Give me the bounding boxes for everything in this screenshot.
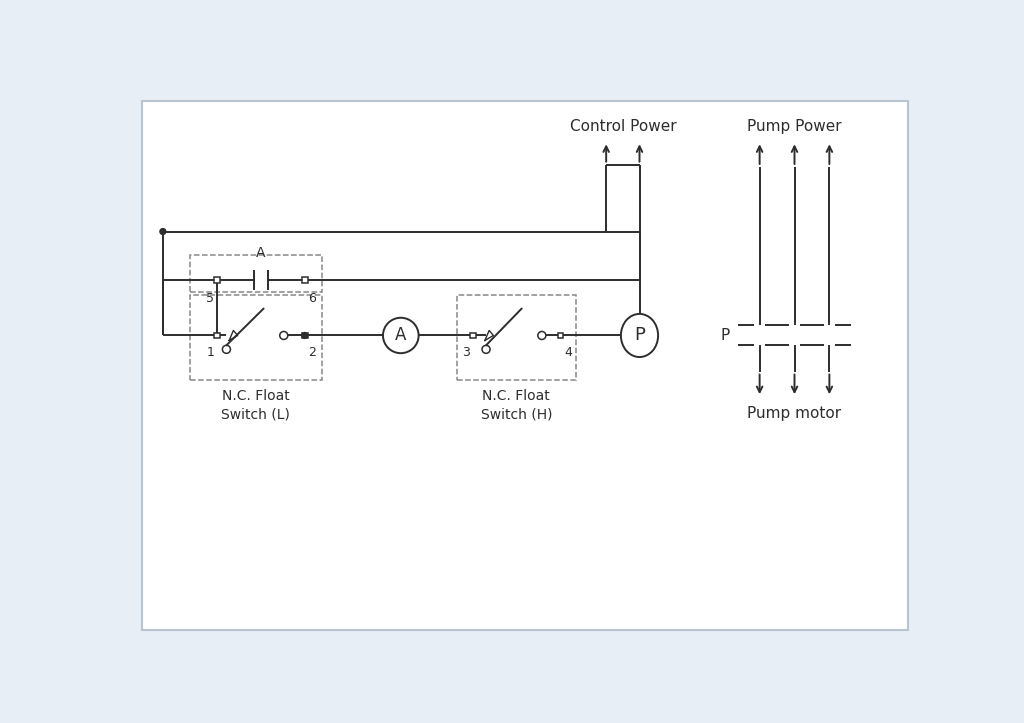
Text: Pump Power: Pump Power xyxy=(748,119,842,134)
Text: N.C. Float: N.C. Float xyxy=(482,388,550,403)
Text: 1: 1 xyxy=(206,346,214,359)
Bar xyxy=(214,333,220,338)
Text: 4: 4 xyxy=(564,346,572,359)
Bar xyxy=(214,277,220,283)
Text: A: A xyxy=(395,327,407,344)
Text: Pump motor: Pump motor xyxy=(748,406,842,422)
Text: Control Power: Control Power xyxy=(569,119,676,134)
Text: P: P xyxy=(721,328,730,343)
Bar xyxy=(458,295,575,380)
Circle shape xyxy=(538,331,546,340)
Circle shape xyxy=(302,333,307,338)
Bar xyxy=(190,295,322,380)
Circle shape xyxy=(482,346,490,354)
Bar xyxy=(302,277,307,283)
Bar xyxy=(470,333,476,338)
Text: N.C. Float: N.C. Float xyxy=(222,388,290,403)
Bar xyxy=(190,255,322,291)
Circle shape xyxy=(160,228,166,234)
Text: 5: 5 xyxy=(206,292,214,305)
Text: 6: 6 xyxy=(308,292,316,305)
Ellipse shape xyxy=(383,318,419,353)
Text: Switch (L): Switch (L) xyxy=(221,407,291,421)
Bar xyxy=(557,333,563,338)
Ellipse shape xyxy=(621,314,658,357)
Text: Switch (H): Switch (H) xyxy=(480,407,552,421)
Circle shape xyxy=(280,331,288,340)
Bar xyxy=(302,333,307,338)
Text: A: A xyxy=(256,246,265,260)
Text: 2: 2 xyxy=(308,346,316,359)
Text: 3: 3 xyxy=(462,346,470,359)
Circle shape xyxy=(222,346,230,354)
Text: P: P xyxy=(634,327,645,344)
